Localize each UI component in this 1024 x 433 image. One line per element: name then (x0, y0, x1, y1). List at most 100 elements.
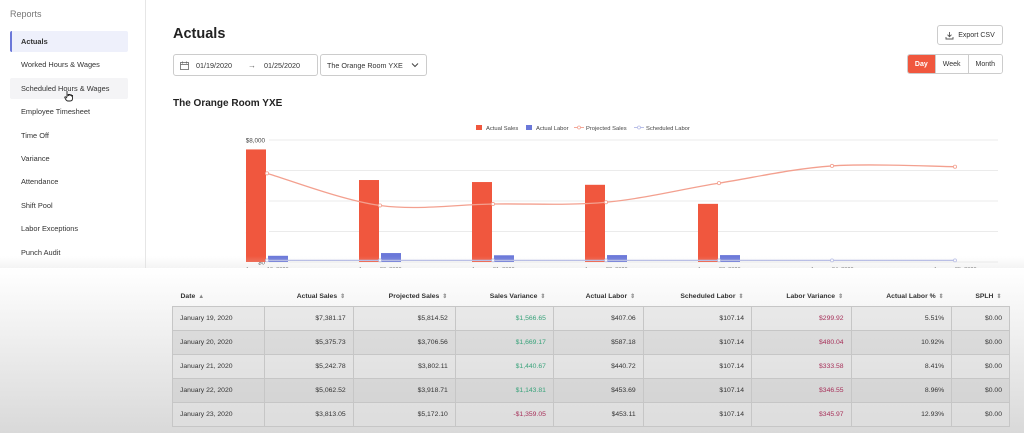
column-header-scheduled-labor[interactable]: Scheduled Labor ⇕ (643, 288, 751, 306)
table-cell: $0.00 (951, 401, 1010, 427)
table-cell: $407.06 (552, 305, 644, 331)
chevron-down-icon (411, 63, 419, 68)
table-cell: January 21, 2020 (171, 353, 266, 379)
table-cell: January 23, 2020 (171, 401, 266, 427)
point-projected-sales (830, 163, 835, 168)
legend-swatch (476, 125, 482, 130)
table-cell: $5,242.78 (264, 353, 354, 379)
period-toggle: Day Week Month (906, 54, 1003, 74)
main-content: Actuals Export CSV 01/19/2020 → 01/25/20… (146, 0, 1024, 273)
table-cell: $5,814.52 (352, 305, 456, 331)
table-cell: 5.51% (850, 305, 953, 331)
sidebar-item-punch-audit[interactable]: Punch Audit (21, 247, 61, 257)
table-cell: January 19, 2020 (171, 305, 266, 331)
table-cell: 12.93% (850, 401, 953, 427)
table-body: January 19, 2020 $7,381.17 $5,814.52 $1,566… (171, 305, 1010, 427)
bar-actual-sales (246, 149, 266, 262)
actuals-chart: $0$2,000$4,000$6,000$8,000January 19, 20… (245, 125, 998, 273)
sidebar-item-labor-exceptions[interactable]: Labor Exceptions (21, 224, 79, 234)
column-header-actual-sales[interactable]: Actual Sales ⇕ (265, 288, 353, 306)
sidebar-item-employee-timesheet[interactable]: Employee Timesheet (21, 107, 91, 117)
point-projected-sales (953, 164, 958, 169)
table-cell: 10.92% (850, 329, 953, 355)
column-header-actual-labor-[interactable]: Actual Labor % ⇕ (851, 288, 952, 306)
table-cell: $0.00 (951, 305, 1010, 331)
sort-icon: ⇕ (838, 294, 844, 301)
table-cell: $440.72 (552, 353, 644, 379)
end-date-input[interactable]: 01/25/2020 (263, 60, 300, 70)
column-header-label: Actual Sales (296, 293, 338, 301)
table-cell: $7,381.17 (264, 305, 354, 331)
hand-cursor-icon (64, 91, 73, 102)
table-cell: $480.04 (751, 329, 852, 355)
sidebar-nav: Actuals Worked Hours & Wages Scheduled Hou… (10, 31, 128, 265)
legend-label: Actual Labor (536, 126, 569, 132)
column-header-actual-labor[interactable]: Actual Labor ⇕ (553, 288, 643, 306)
table-container: Date ▲ Actual Sales ⇕ Projected Sales ⇕ Sales … (0, 268, 1024, 433)
column-header-sales-variance[interactable]: Sales Variance ⇕ (455, 288, 553, 306)
table-cell: $1,669.17 (454, 329, 554, 355)
table-header-row: Date ▲ Actual Sales ⇕ Projected Sales ⇕ Sales … (173, 288, 1010, 306)
period-day-button[interactable]: Day (907, 55, 935, 73)
point-projected-sales (377, 203, 382, 208)
table-cell: $3,802.11 (352, 353, 456, 379)
column-header-splh[interactable]: SPLH ⇕ (952, 288, 1010, 306)
sidebar-item-time-off[interactable]: Time Off (21, 130, 49, 140)
point-projected-sales (265, 171, 270, 176)
table-cell: 8.96% (850, 377, 953, 403)
table-cell: $3,706.56 (352, 329, 456, 355)
table-cell: $3,813.05 (264, 401, 354, 427)
table-cell: $453.11 (552, 401, 644, 427)
export-csv-button[interactable]: Export CSV (937, 25, 1003, 45)
calendar-icon (180, 61, 189, 70)
sidebar-item-attendance[interactable]: Attendance (21, 177, 59, 187)
column-header-label: Scheduled Labor (680, 293, 736, 301)
table-cell: January 22, 2020 (171, 377, 266, 403)
period-month-button[interactable]: Month (967, 55, 1002, 73)
table-row: January 20, 2020 $5,375.73 $3,706.56 $1,669… (171, 329, 1010, 355)
column-header-label: Actual Labor % (886, 293, 936, 301)
legend-swatch (637, 125, 641, 130)
location-select[interactable]: The Orange Room YXE (320, 54, 427, 76)
sidebar-item-actuals[interactable]: Actuals (10, 31, 128, 52)
table-cell: $453.69 (552, 377, 644, 403)
sidebar-item-worked-hours[interactable]: Worked Hours & Wages (21, 60, 100, 70)
sort-icon: ⇕ (340, 294, 346, 301)
column-header-label: Labor Variance (786, 293, 836, 301)
legend-label: Projected Sales (586, 126, 627, 132)
point-projected-sales (490, 202, 495, 207)
column-header-label: Projected Sales (388, 293, 440, 301)
actuals-table: Date ▲ Actual Sales ⇕ Projected Sales ⇕ Sales … (171, 288, 1010, 427)
table-cell: $587.18 (552, 329, 644, 355)
table-cell: $3,918.71 (352, 377, 456, 403)
sort-icon: ⇕ (442, 294, 448, 301)
date-range-picker[interactable]: 01/19/2020 → 01/25/2020 (173, 54, 318, 76)
sidebar-item-shift-pool[interactable]: Shift Pool (21, 200, 53, 210)
sidebar: Reports Actuals Worked Hours & Wages Sched… (0, 0, 146, 268)
column-header-projected-sales[interactable]: Projected Sales ⇕ (353, 288, 455, 306)
start-date-input[interactable]: 01/19/2020 (196, 60, 232, 70)
bar-actual-sales (359, 180, 379, 262)
sidebar-item-variance[interactable]: Variance (21, 153, 50, 163)
export-csv-label: Export CSV (958, 31, 995, 39)
table-cell: $107.14 (642, 401, 753, 427)
table-cell: $333.58 (751, 353, 852, 379)
column-header-labor-variance[interactable]: Labor Variance ⇕ (752, 288, 852, 306)
table-cell: $1,566.65 (454, 305, 554, 331)
table-cell: 8.41% (850, 353, 953, 379)
column-header-label: Date (180, 293, 196, 301)
y-tick-label: $8,000 (246, 138, 266, 145)
column-header-date[interactable]: Date ▲ (173, 288, 265, 306)
table-cell: $0.00 (951, 329, 1010, 355)
table-cell: $345.97 (751, 401, 852, 427)
point-projected-sales (717, 181, 722, 186)
table-cell: $5,062.52 (264, 377, 354, 403)
period-week-button[interactable]: Week (934, 55, 968, 73)
table-cell: $107.14 (642, 329, 753, 355)
column-header-label: SPLH (975, 293, 994, 301)
sidebar-item-scheduled-hours[interactable]: Scheduled Hours & Wages (10, 77, 128, 99)
arrow-right-icon: → (247, 60, 256, 70)
table-cell: January 20, 2020 (171, 329, 266, 355)
table-cell: $299.92 (751, 305, 852, 331)
bar-actual-sales (698, 203, 718, 262)
